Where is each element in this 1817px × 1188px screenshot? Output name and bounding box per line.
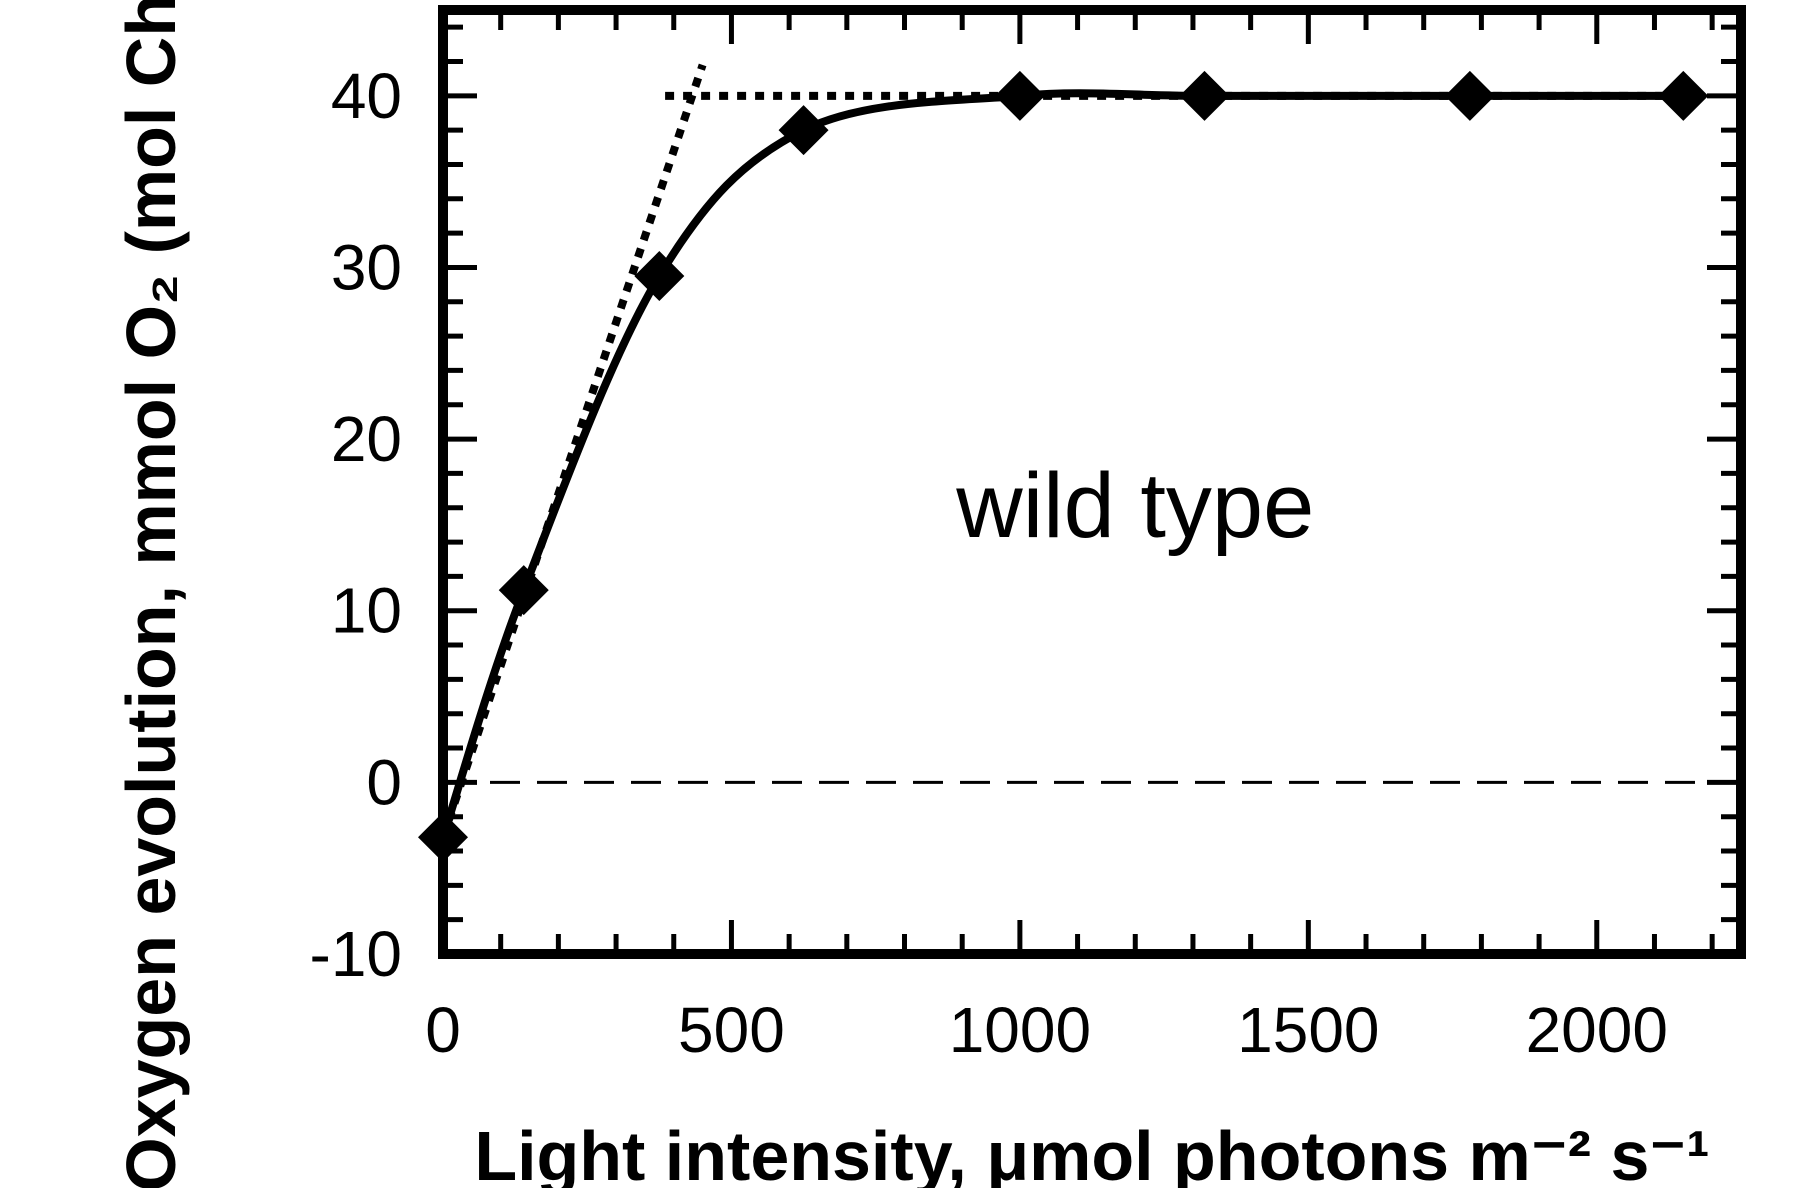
data-point-marker	[498, 565, 549, 616]
x-tick-label: 1500	[1237, 994, 1379, 1066]
y-axis-title-group: Oxygen evolution, mmol O₂ (mol Chl)⁻¹ s⁻…	[112, 0, 190, 1188]
plot-frame	[438, 5, 1746, 959]
tick-label-layer: 0 500 1000 1500 2000 -10 0 10 20 30 40	[310, 60, 1668, 1066]
y-axis-title: Oxygen evolution, mmol O₂ (mol Chl)⁻¹ s⁻…	[112, 0, 190, 1188]
data-point-marker	[994, 70, 1045, 121]
y-tick-label: -10	[310, 918, 403, 990]
y-tick-label: 10	[331, 575, 402, 647]
data-point-marker	[1658, 70, 1709, 121]
data-point-marker	[634, 251, 685, 302]
annotation-wild-type: wild type	[955, 455, 1314, 557]
series-layer	[439, 63, 1741, 839]
y-tick-label: 0	[366, 746, 402, 818]
x-tick-label: 500	[678, 994, 785, 1066]
y-tick-label: 40	[331, 60, 402, 132]
y-tick-label: 30	[331, 231, 402, 303]
x-tick-label: 0	[425, 994, 461, 1066]
x-tick-label: 1000	[949, 994, 1091, 1066]
marker-layer	[418, 70, 1709, 863]
x-tick-label: 2000	[1526, 994, 1668, 1066]
x-axis-title: Light intensity, μmol photons m⁻² s⁻¹	[474, 1117, 1709, 1188]
data-point-marker	[1444, 70, 1495, 121]
data-point-marker	[778, 105, 829, 156]
y-tick-label: 20	[331, 403, 402, 475]
data-point-marker	[1179, 70, 1230, 121]
